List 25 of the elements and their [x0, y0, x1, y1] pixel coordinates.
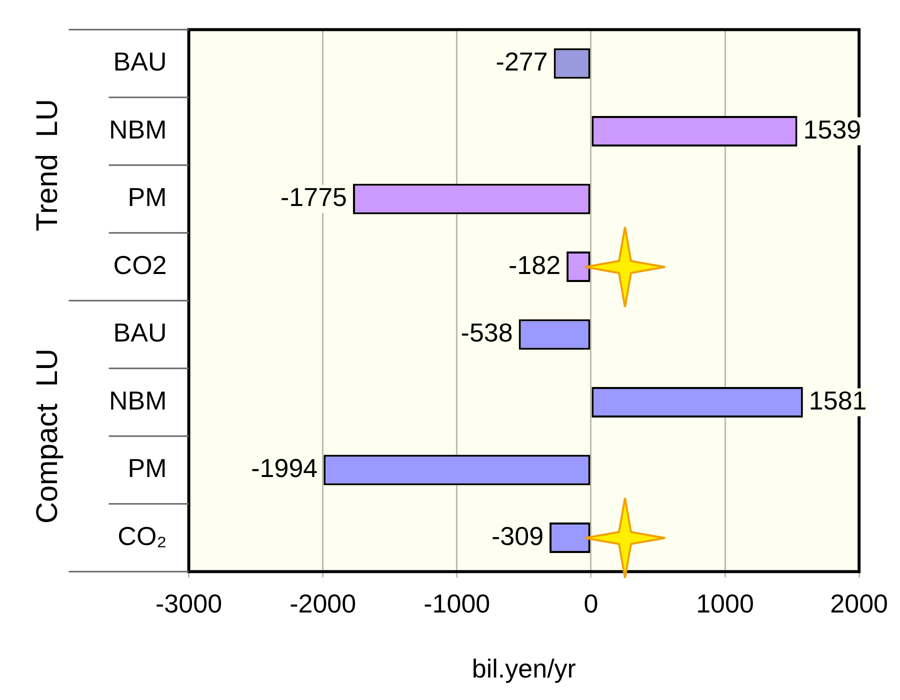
x-axis-title: bil.yen/yr [472, 654, 576, 684]
data-label: -1775 [280, 182, 348, 212]
y-tick-label: BAU [113, 318, 167, 348]
y-tick-label: PM [128, 453, 167, 484]
x-tick-label: 2000 [830, 588, 888, 618]
text: Compact LU [31, 348, 64, 524]
x-tick-label: -3000 [156, 588, 222, 618]
y-tick-label: CO₂ [118, 520, 167, 551]
x-tick-label: -1000 [424, 588, 490, 618]
x-tick-label: 1000 [696, 588, 754, 618]
data-label: 1539 [803, 114, 862, 144]
data-label: -182 [508, 250, 561, 280]
y-tick-label: BAU [113, 46, 167, 77]
y-tick-label: CO2 [113, 250, 167, 280]
y-tick-label: NBM [108, 114, 167, 144]
data-label: -1994 [251, 453, 318, 484]
data-label: 1581 [808, 385, 867, 416]
data-label: -277 [496, 46, 548, 77]
y-tick-label: PM [128, 182, 167, 212]
x-tick-label: 0 [584, 588, 598, 618]
data-label: -538 [460, 318, 513, 348]
data-label: -309 [491, 520, 544, 551]
text: Trend LU [31, 98, 64, 232]
y-tick-label: NBM [108, 385, 167, 416]
x-tick-label: -2000 [290, 588, 356, 618]
